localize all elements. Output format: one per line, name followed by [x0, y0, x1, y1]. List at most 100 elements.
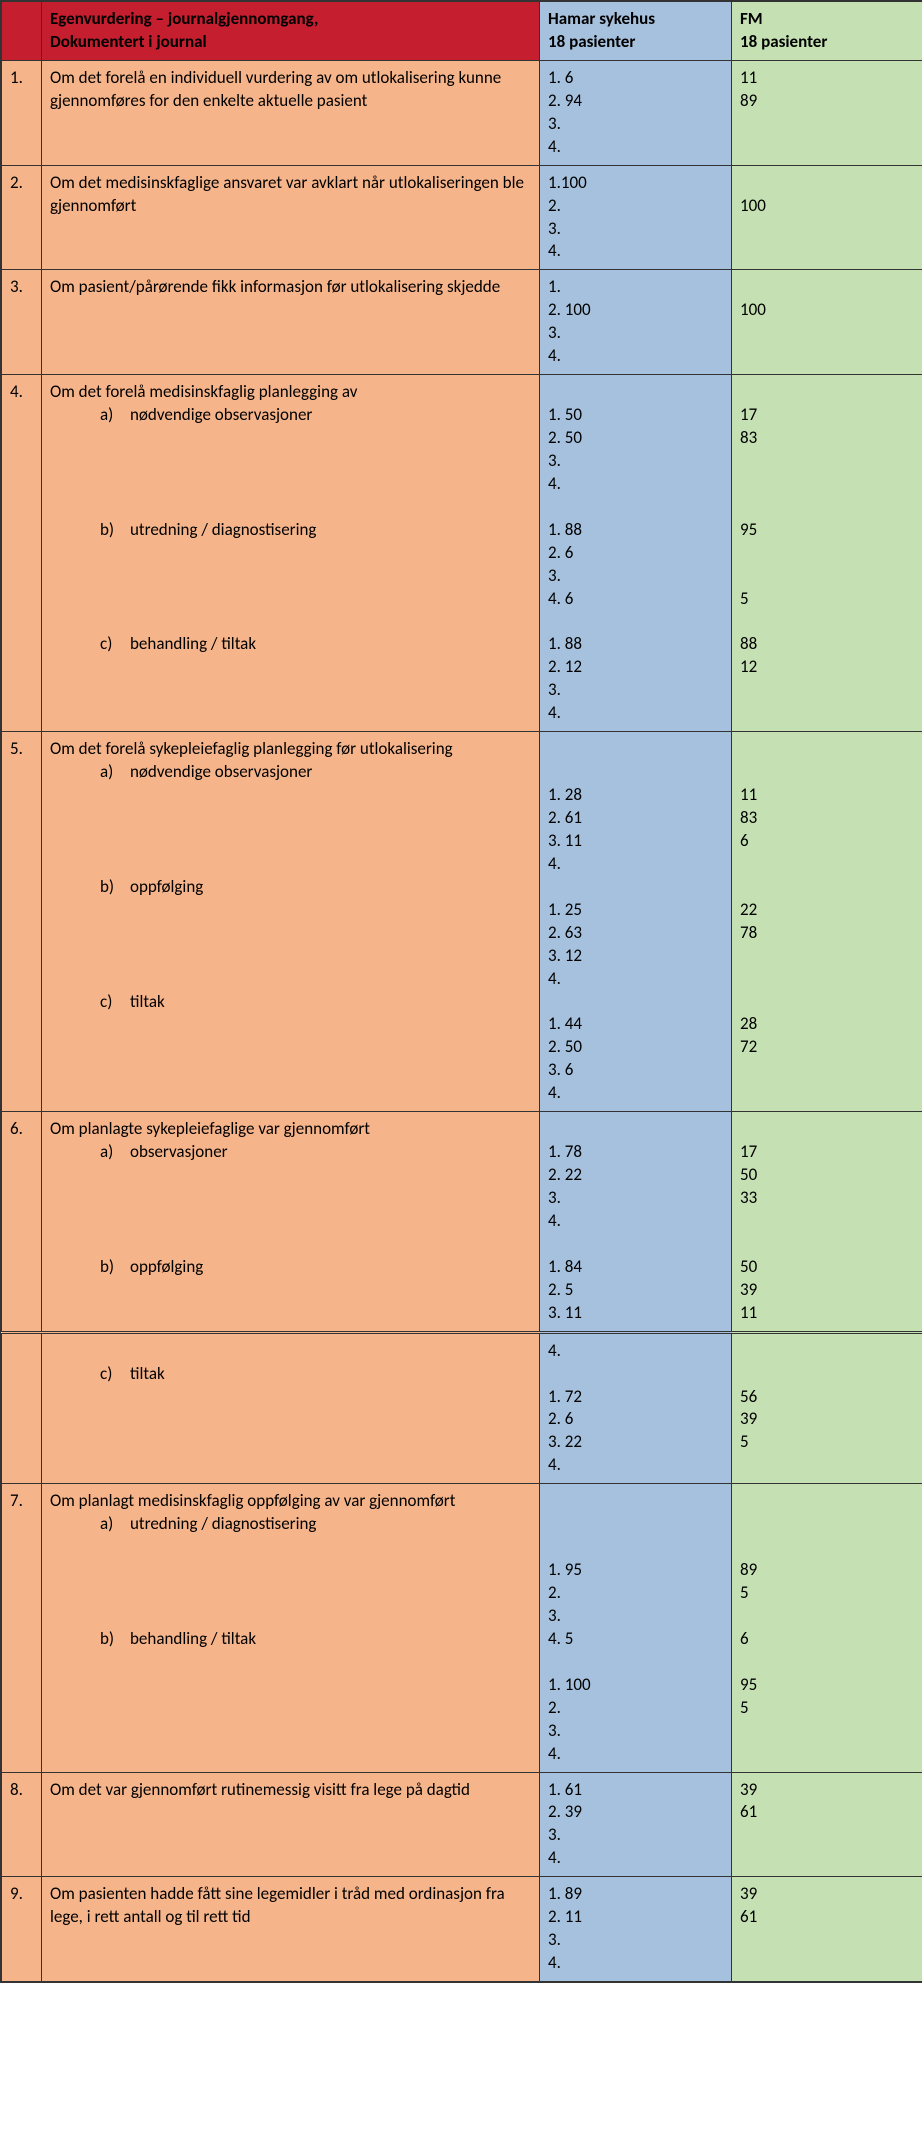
- header-num-cell: [2, 2, 42, 61]
- row-fm: 11 83 6 22 78 28 72: [732, 732, 922, 1112]
- sub-text: observasjoner: [130, 1141, 228, 1162]
- row-fm: 56 39 5: [732, 1332, 922, 1484]
- row-hamar: 1. 6 2. 94 3. 4.: [540, 60, 732, 165]
- row-sub: c)behandling / tiltak: [50, 633, 531, 656]
- row-desc-intro: Om det forelå medisinskfaglig planleggin…: [50, 381, 357, 402]
- table-row: 1. Om det forelå en individuell vurderin…: [2, 60, 922, 165]
- header-hamar-line2: 18 pasienter: [548, 31, 635, 52]
- sub-text: nødvendige observasjoner: [130, 761, 312, 782]
- row-desc: Om planlagt medisinskfaglig oppfølging a…: [42, 1484, 540, 1772]
- row-desc: Om pasient/pårørende fikk informasjon fø…: [42, 270, 540, 375]
- row-sub: a)nødvendige observasjoner: [50, 404, 531, 427]
- row-fm: 39 61: [732, 1772, 922, 1877]
- row-fm: 11 89: [732, 60, 922, 165]
- table-header-row: Egenvurdering – journalgjennomgang, Doku…: [2, 2, 922, 61]
- sub-text: utredning / diagnostisering: [130, 1513, 316, 1534]
- header-fm-line2: 18 pasienter: [740, 31, 827, 52]
- sub-letter: b): [100, 1256, 130, 1279]
- header-hamar-cell: Hamar sykehus 18 pasienter: [540, 2, 732, 61]
- row-hamar: 1. 78 2. 22 3. 4. 1. 84 2. 5 3. 11: [540, 1112, 732, 1332]
- row-hamar: 4. 1. 72 2. 6 3. 22 4.: [540, 1332, 732, 1484]
- row-num: 3.: [2, 270, 42, 375]
- header-fm-line1: FM: [740, 8, 763, 29]
- row-sub: c)tiltak: [50, 991, 531, 1014]
- sub-letter: a): [100, 761, 130, 784]
- header-hamar-line1: Hamar sykehus: [548, 8, 655, 29]
- header-desc-line2: Dokumentert i journal: [50, 31, 207, 52]
- row-fm: 100: [732, 165, 922, 270]
- sub-text: oppfølging: [130, 1256, 203, 1277]
- row-hamar: 1. 50 2. 50 3. 4. 1. 88 2. 6 3. 4. 6 1. …: [540, 375, 732, 732]
- row-desc: c)tiltak: [42, 1332, 540, 1484]
- row-hamar: 1.100 2. 3. 4.: [540, 165, 732, 270]
- row-num: 9.: [2, 1877, 42, 1982]
- table-row: 7. Om planlagt medisinskfaglig oppfølgin…: [2, 1484, 922, 1772]
- sub-text: oppfølging: [130, 876, 203, 897]
- row-num: 7.: [2, 1484, 42, 1772]
- row-hamar: 1. 89 2. 11 3. 4.: [540, 1877, 732, 1982]
- row-num: 8.: [2, 1772, 42, 1877]
- row-fm: 17 50 33 50 39 11: [732, 1112, 922, 1332]
- row-num-empty: [2, 1332, 42, 1484]
- table-row: 9. Om pasienten hadde fått sine legemidl…: [2, 1877, 922, 1982]
- row-sub: a)utredning / diagnostisering: [50, 1513, 531, 1536]
- sub-text: behandling / tiltak: [130, 1628, 256, 1649]
- row-num: 4.: [2, 375, 42, 732]
- sub-letter: a): [100, 1141, 130, 1164]
- sub-text: utredning / diagnostisering: [130, 519, 316, 540]
- row-desc: Om det var gjennomført rutinemessig visi…: [42, 1772, 540, 1877]
- row-desc-intro: Om planlagt medisinskfaglig oppfølging a…: [50, 1490, 455, 1511]
- row-sub: b)oppfølging: [50, 876, 531, 899]
- row-desc: Om planlagte sykepleiefaglige var gjenno…: [42, 1112, 540, 1332]
- row-desc: Om det medisinskfaglige ansvaret var avk…: [42, 165, 540, 270]
- row-sub: b)behandling / tiltak: [50, 1628, 531, 1651]
- row-hamar: 1. 2. 100 3. 4.: [540, 270, 732, 375]
- sub-letter: b): [100, 1628, 130, 1651]
- table-row: 6. Om planlagte sykepleiefaglige var gje…: [2, 1112, 922, 1332]
- sub-letter: b): [100, 519, 130, 542]
- sub-letter: a): [100, 1513, 130, 1536]
- row-sub: c)tiltak: [50, 1363, 531, 1386]
- row-desc-intro: Om planlagte sykepleiefaglige var gjenno…: [50, 1118, 370, 1139]
- row-desc: Om det forelå en individuell vurdering a…: [42, 60, 540, 165]
- header-desc-line1: Egenvurdering – journalgjennomgang,: [50, 8, 318, 29]
- row-fm: 89 5 6 95 5: [732, 1484, 922, 1772]
- row-desc-intro: Om det forelå sykepleiefaglig planleggin…: [50, 738, 453, 759]
- sub-text: tiltak: [130, 991, 165, 1012]
- table-row: 8. Om det var gjennomført rutinemessig v…: [2, 1772, 922, 1877]
- sub-text: behandling / tiltak: [130, 633, 256, 654]
- row-desc: Om det forelå sykepleiefaglig planleggin…: [42, 732, 540, 1112]
- row-sub: b)oppfølging: [50, 1256, 531, 1279]
- row-fm: 17 83 95 5 88 12: [732, 375, 922, 732]
- sub-text: nødvendige observasjoner: [130, 404, 312, 425]
- row-sub: b)utredning / diagnostisering: [50, 519, 531, 542]
- row-num: 2.: [2, 165, 42, 270]
- table-row: 2. Om det medisinskfaglige ansvaret var …: [2, 165, 922, 270]
- row-hamar: 1. 61 2. 39 3. 4.: [540, 1772, 732, 1877]
- row-num: 6.: [2, 1112, 42, 1332]
- sub-letter: c): [100, 633, 130, 656]
- row-sub: a)observasjoner: [50, 1141, 531, 1164]
- evaluation-table-wrapper: Egenvurdering – journalgjennomgang, Doku…: [0, 0, 922, 1983]
- row-fm: 39 61: [732, 1877, 922, 1982]
- table-row: 4. Om det forelå medisinskfaglig planleg…: [2, 375, 922, 732]
- row-sub: a)nødvendige observasjoner: [50, 761, 531, 784]
- row-num: 5.: [2, 732, 42, 1112]
- row-hamar: 1. 95 2. 3. 4. 5 1. 100 2. 3. 4.: [540, 1484, 732, 1772]
- evaluation-table: Egenvurdering – journalgjennomgang, Doku…: [1, 1, 922, 1982]
- sub-letter: c): [100, 991, 130, 1014]
- header-desc-cell: Egenvurdering – journalgjennomgang, Doku…: [42, 2, 540, 61]
- table-row-continuation: c)tiltak 4. 1. 72 2. 6 3. 22 4. 56 39 5: [2, 1332, 922, 1484]
- row-num: 1.: [2, 60, 42, 165]
- table-row: 3. Om pasient/pårørende fikk informasjon…: [2, 270, 922, 375]
- sub-letter: c): [100, 1363, 130, 1386]
- header-fm-cell: FM 18 pasienter: [732, 2, 922, 61]
- row-hamar: 1. 28 2. 61 3. 11 4. 1. 25 2. 63 3. 12 4…: [540, 732, 732, 1112]
- row-desc: Om pasienten hadde fått sine legemidler …: [42, 1877, 540, 1982]
- row-fm: 100: [732, 270, 922, 375]
- row-desc: Om det forelå medisinskfaglig planleggin…: [42, 375, 540, 732]
- table-row: 5. Om det forelå sykepleiefaglig planleg…: [2, 732, 922, 1112]
- sub-letter: a): [100, 404, 130, 427]
- sub-letter: b): [100, 876, 130, 899]
- sub-text: tiltak: [130, 1363, 165, 1384]
